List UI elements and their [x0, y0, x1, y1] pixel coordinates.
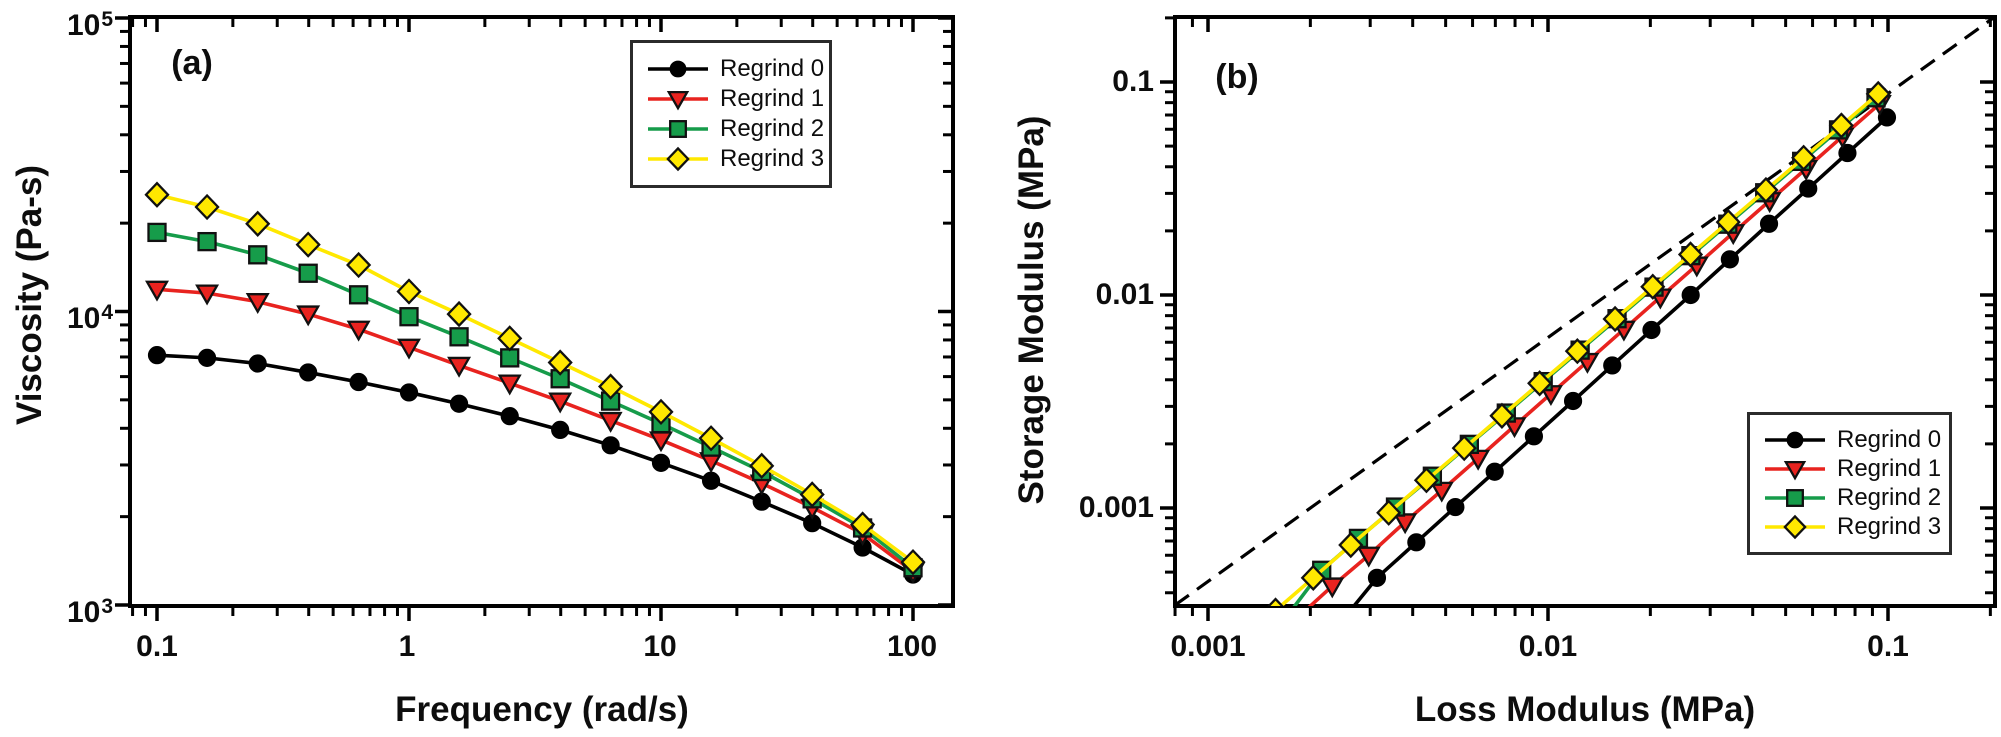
legend-marker-regrind-3 — [1765, 514, 1825, 540]
panel-a — [115, 15, 955, 621]
legend-label: Regrind 0 — [720, 55, 825, 82]
legend-marker-regrind-3 — [648, 146, 708, 172]
series-regrind-3 — [144, 181, 926, 576]
legend-label: Regrind 1 — [720, 85, 825, 112]
legend-panel-b: Regrind 0 Regrind 1 Regrind 2 Regrind 3 — [1747, 412, 1952, 555]
legend-label: Regrind 0 — [1837, 426, 1942, 453]
series-regrind-0 — [1351, 108, 1897, 606]
legend-item-regrind-1: Regrind 1 — [1763, 455, 1949, 484]
legend-item-regrind-0: Regrind 0 — [646, 54, 829, 84]
panel-a-xtick-0p1: 0.1 — [136, 630, 178, 663]
panel-b-label: (b) — [1215, 58, 1259, 96]
series-regrind-1 — [145, 280, 925, 584]
panel-b-xaxis-title: Loss Modulus (MPa) — [1414, 690, 1756, 729]
legend-label: Regrind 3 — [1837, 513, 1942, 540]
legend-marker-regrind-0 — [1765, 431, 1825, 449]
axis-ticks — [115, 16, 951, 621]
panel-b-ytick-0p1: 0.1 — [1112, 65, 1154, 98]
legend-marker-regrind-0 — [648, 60, 708, 78]
legend-label: Regrind 3 — [720, 145, 825, 172]
panel-a-label: (a) — [171, 44, 213, 82]
legend-item-regrind-0: Regrind 0 — [1763, 426, 1949, 455]
legend-marker-regrind-2 — [648, 120, 708, 138]
panel-a-ytick-1e4: 104 — [66, 301, 113, 335]
panel-b-xtick-0p1: 0.1 — [1867, 630, 1909, 663]
legend-marker-regrind-2 — [1765, 489, 1825, 507]
panel-b-xtick-0p001: 0.001 — [1170, 630, 1246, 663]
panel-b — [1160, 15, 1997, 621]
panel-a-ytick-1e5: 105 — [66, 8, 113, 42]
panel-b-xtick-0p01: 0.01 — [1518, 630, 1578, 663]
panel-b-ytick-0p01: 0.01 — [1095, 278, 1154, 311]
legend-marker-regrind-1 — [1765, 460, 1825, 481]
panel-a-xtick-10: 10 — [643, 630, 677, 663]
legend-panel-a: Regrind 0 Regrind 1 Regrind 2 Regrind 3 — [630, 40, 832, 188]
axis-ticks — [1160, 16, 1993, 621]
series-layer — [1175, 17, 1995, 606]
panel-a-xaxis-title: Frequency (rad/s) — [395, 690, 689, 729]
panel-b-ytick-0p001: 0.001 — [1078, 491, 1154, 524]
legend-label: Regrind 2 — [1837, 484, 1942, 511]
legend-label: Regrind 1 — [1837, 455, 1942, 482]
panel-a-ytick-1e3: 103 — [66, 595, 113, 629]
series-regrind-3 — [1267, 80, 1891, 606]
series-layer — [144, 181, 926, 584]
panel-a-xtick-100: 100 — [886, 630, 938, 663]
plot-frame — [1173, 15, 1997, 608]
legend-label: Regrind 2 — [720, 115, 825, 142]
panel-a-xtick-1: 1 — [398, 630, 416, 663]
legend-item-regrind-2: Regrind 2 — [646, 114, 829, 144]
legend-item-regrind-3: Regrind 3 — [646, 144, 829, 174]
legend-item-regrind-1: Regrind 1 — [646, 84, 829, 114]
legend-marker-regrind-1 — [648, 90, 708, 111]
panel-b-yaxis-title: Storage Modulus (MPa) — [1012, 115, 1051, 505]
series-regrind-0 — [147, 346, 923, 584]
legend-item-regrind-3: Regrind 3 — [1763, 513, 1949, 542]
legend-item-regrind-2: Regrind 2 — [1763, 484, 1949, 513]
panel-a-yaxis-title: Viscosity (Pa-s) — [10, 164, 49, 426]
plot-frame — [128, 15, 955, 608]
